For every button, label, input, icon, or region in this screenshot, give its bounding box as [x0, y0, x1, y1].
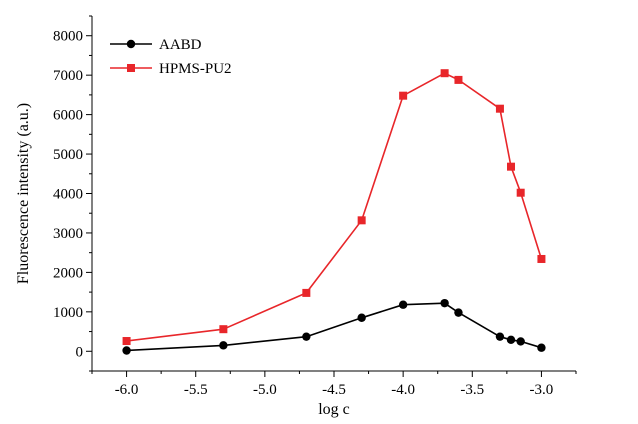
data-point — [440, 69, 449, 78]
data-point — [122, 346, 131, 355]
data-point — [302, 288, 311, 297]
data-point — [399, 91, 408, 100]
legend-label: AABD — [159, 37, 202, 53]
data-point — [398, 300, 408, 309]
y-tick-label: 4000 — [53, 187, 83, 203]
legend-label: HPMS-PU2 — [159, 61, 232, 77]
data-point — [454, 75, 463, 84]
y-tick-label: 2000 — [53, 265, 83, 281]
data-point — [357, 216, 366, 225]
series-line-hpms-pu2 — [126, 72, 543, 342]
x-axis-title: log c — [318, 401, 350, 418]
legend-marker — [126, 39, 136, 49]
data-point — [506, 335, 516, 345]
series-line-aabd — [126, 302, 542, 352]
y-tick-label: 3000 — [53, 226, 83, 242]
data-point — [537, 343, 546, 352]
data-point — [302, 332, 311, 341]
y-tick-label: 5000 — [53, 147, 83, 163]
x-tick-label: -5.0 — [253, 382, 277, 398]
x-tick-label: -4.0 — [391, 382, 415, 398]
data-point — [495, 332, 505, 341]
legend-marker — [127, 64, 135, 72]
data-point — [454, 308, 463, 317]
data-point — [516, 337, 525, 346]
x-tick-label: -5.5 — [184, 382, 208, 398]
y-tick-label: 7000 — [53, 68, 83, 84]
y-tick-label: 1000 — [53, 305, 83, 321]
data-point — [122, 337, 131, 346]
data-point — [357, 313, 366, 322]
data-point — [440, 298, 449, 308]
data-point — [495, 104, 504, 113]
axes: 0 1000 2000 3000 4000 5000 6000 7000 8000 -6.0 -5.… — [53, 15, 577, 398]
data-point — [507, 162, 516, 171]
x-tick-label: -3.0 — [530, 382, 554, 398]
data-point — [219, 341, 228, 350]
y-axis-title: Fluorescence intensity (a.u.) — [15, 103, 32, 284]
data-point — [516, 188, 525, 197]
y-tick-label: 6000 — [53, 108, 83, 124]
x-tick-label: -3.5 — [460, 382, 484, 398]
plot-area — [122, 69, 546, 355]
x-tick-label: -4.5 — [322, 382, 346, 398]
y-tick-label: 8000 — [53, 29, 83, 45]
data-point — [537, 254, 546, 263]
x-tick-label: -6.0 — [115, 382, 139, 398]
data-point — [219, 325, 228, 334]
y-tick-label: 0 — [76, 344, 84, 360]
legend: AABD HPMS-PU2 — [110, 37, 232, 77]
